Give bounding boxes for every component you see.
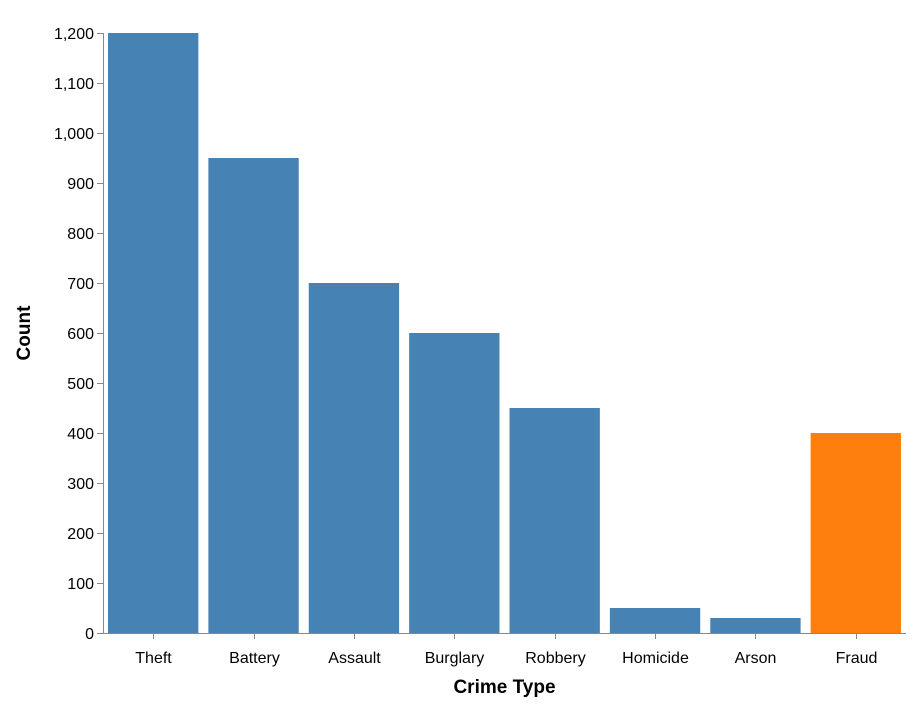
y-tick-label: 400 <box>67 426 94 443</box>
y-tick-label: 0 <box>85 626 94 643</box>
bar-assault <box>308 283 400 633</box>
bar-robbery <box>509 408 600 633</box>
x-tick-label: Fraud <box>836 650 878 667</box>
x-axis-title: Crime Type <box>453 677 555 698</box>
y-tick-label: 700 <box>67 276 94 293</box>
y-tick-label: 800 <box>67 226 94 243</box>
x-tick-label: Battery <box>229 650 280 667</box>
bar-battery <box>208 158 299 633</box>
y-tick-label: 200 <box>67 526 94 543</box>
bar-homicide <box>609 608 701 633</box>
y-ticks: 0 100 200 300 400 500 600 700 800 900 1,000 1,100 1,… <box>54 26 104 643</box>
bar-burglary <box>409 333 500 633</box>
bars-group <box>108 33 901 633</box>
y-tick-label: 1,000 <box>54 126 94 143</box>
x-tick-label: Robbery <box>525 650 585 667</box>
y-tick-label: 300 <box>67 476 94 493</box>
x-tick-label: Assault <box>328 650 381 667</box>
y-tick-label: 1,200 <box>54 26 94 43</box>
x-tick-label: Homicide <box>622 650 689 667</box>
bar-theft <box>108 33 199 633</box>
x-tick-label: Arson <box>735 650 777 667</box>
y-axis: 0 100 200 300 400 500 600 700 800 900 1,000 1,100 1,… <box>54 26 104 643</box>
y-axis-title: Count <box>14 305 35 361</box>
y-tick-label: 100 <box>67 576 94 593</box>
x-axis: Theft Battery Assault Burglary Robbery Homici… <box>103 633 906 667</box>
y-tick-label: 1,100 <box>54 76 94 93</box>
x-tick-label: Burglary <box>425 650 485 667</box>
x-tick-label: Theft <box>135 650 172 667</box>
y-tick-label: 500 <box>67 376 94 393</box>
bar-fraud <box>810 433 901 633</box>
x-ticks: Theft Battery Assault Burglary Robbery Homici… <box>135 633 877 667</box>
bar-arson <box>710 618 801 633</box>
y-tick-label: 900 <box>67 176 94 193</box>
y-tick-label: 600 <box>67 326 94 343</box>
